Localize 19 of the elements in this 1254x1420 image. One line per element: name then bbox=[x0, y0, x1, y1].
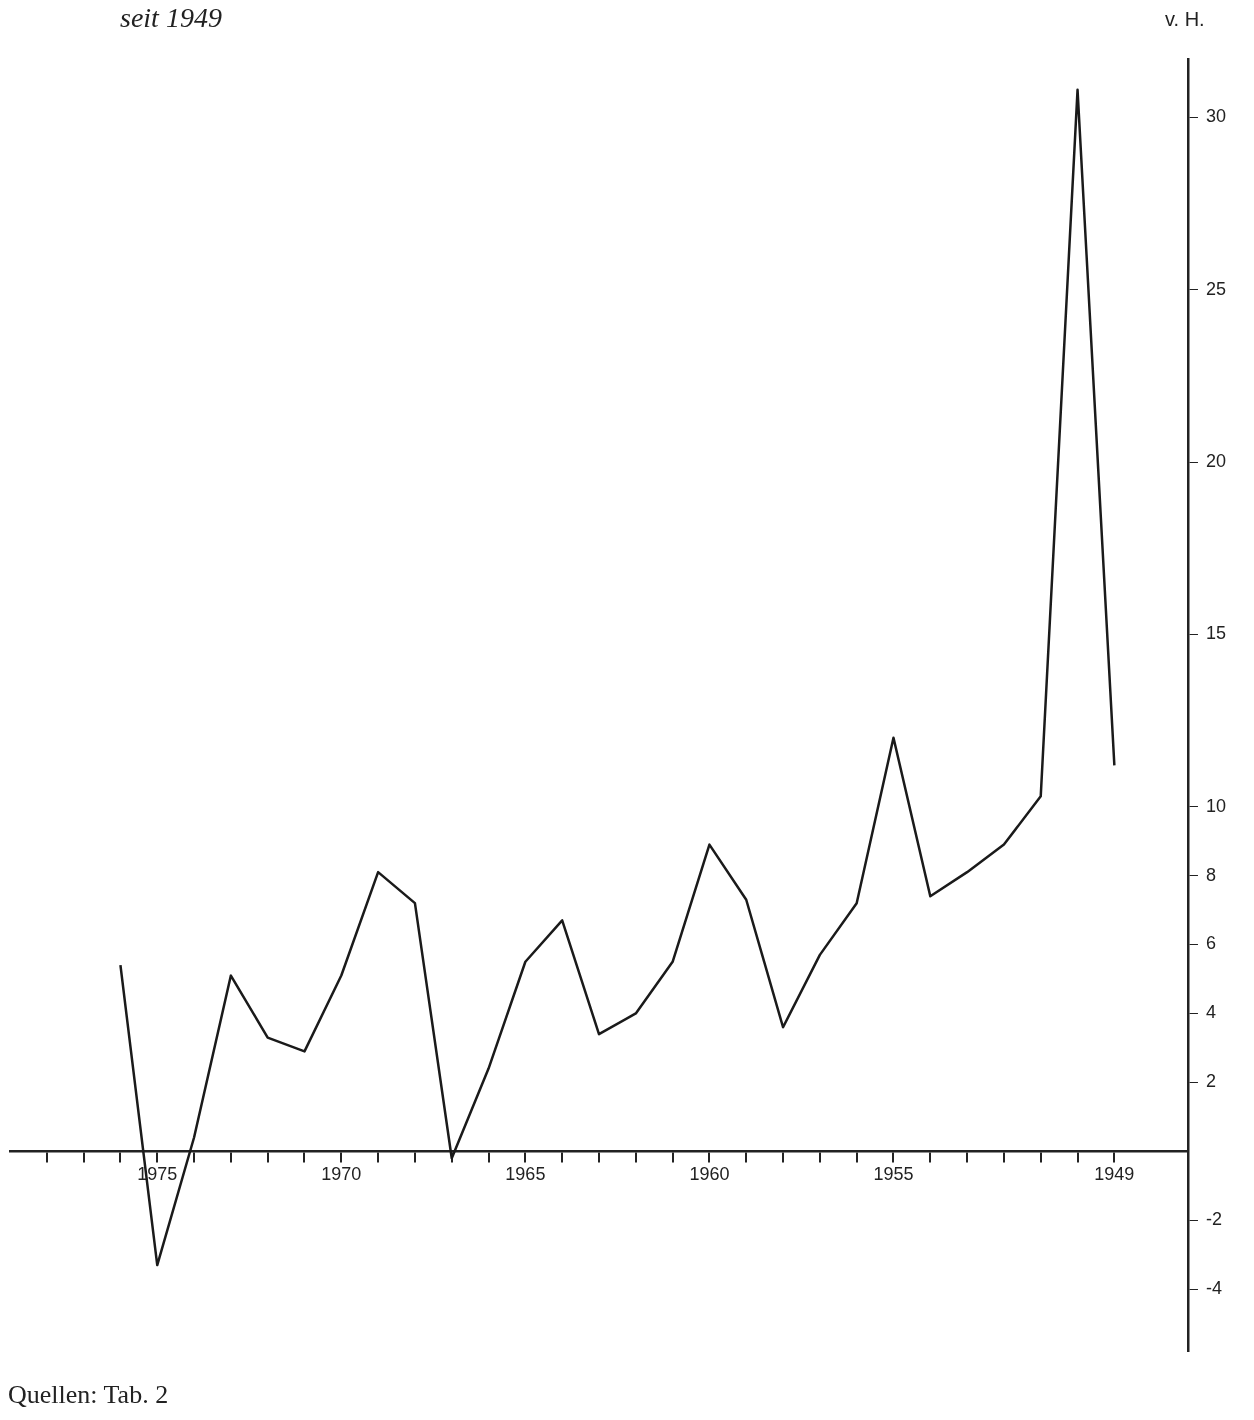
chart-title: seit 1949 bbox=[120, 2, 222, 34]
source-note: Quellen: Tab. 2 bbox=[8, 1380, 169, 1410]
x-tick-label: 1965 bbox=[505, 1164, 546, 1185]
x-tick-label: 1949 bbox=[1094, 1164, 1135, 1185]
y-tick-label: 4 bbox=[1205, 1002, 1216, 1023]
y-tick-label: 6 bbox=[1205, 933, 1216, 954]
y-tick-label: 2 bbox=[1205, 1071, 1216, 1092]
x-tick-label: 1955 bbox=[873, 1164, 914, 1185]
y-axis-title: v. H. bbox=[1165, 8, 1205, 31]
y-tick-label: 20 bbox=[1205, 451, 1227, 471]
x-tick-label: 1960 bbox=[689, 1164, 730, 1185]
y-tick-label: 15 bbox=[1205, 623, 1227, 644]
y-tick-label: -4 bbox=[1205, 1278, 1222, 1299]
y-tick-label: 10 bbox=[1205, 795, 1227, 816]
y-tick-label: 25 bbox=[1205, 278, 1227, 299]
x-tick-label: 1970 bbox=[321, 1164, 362, 1185]
y-tick-label: 30 bbox=[1205, 106, 1227, 127]
y-tick-label: -2 bbox=[1205, 1209, 1222, 1230]
y-tick-label: 8 bbox=[1205, 864, 1216, 885]
